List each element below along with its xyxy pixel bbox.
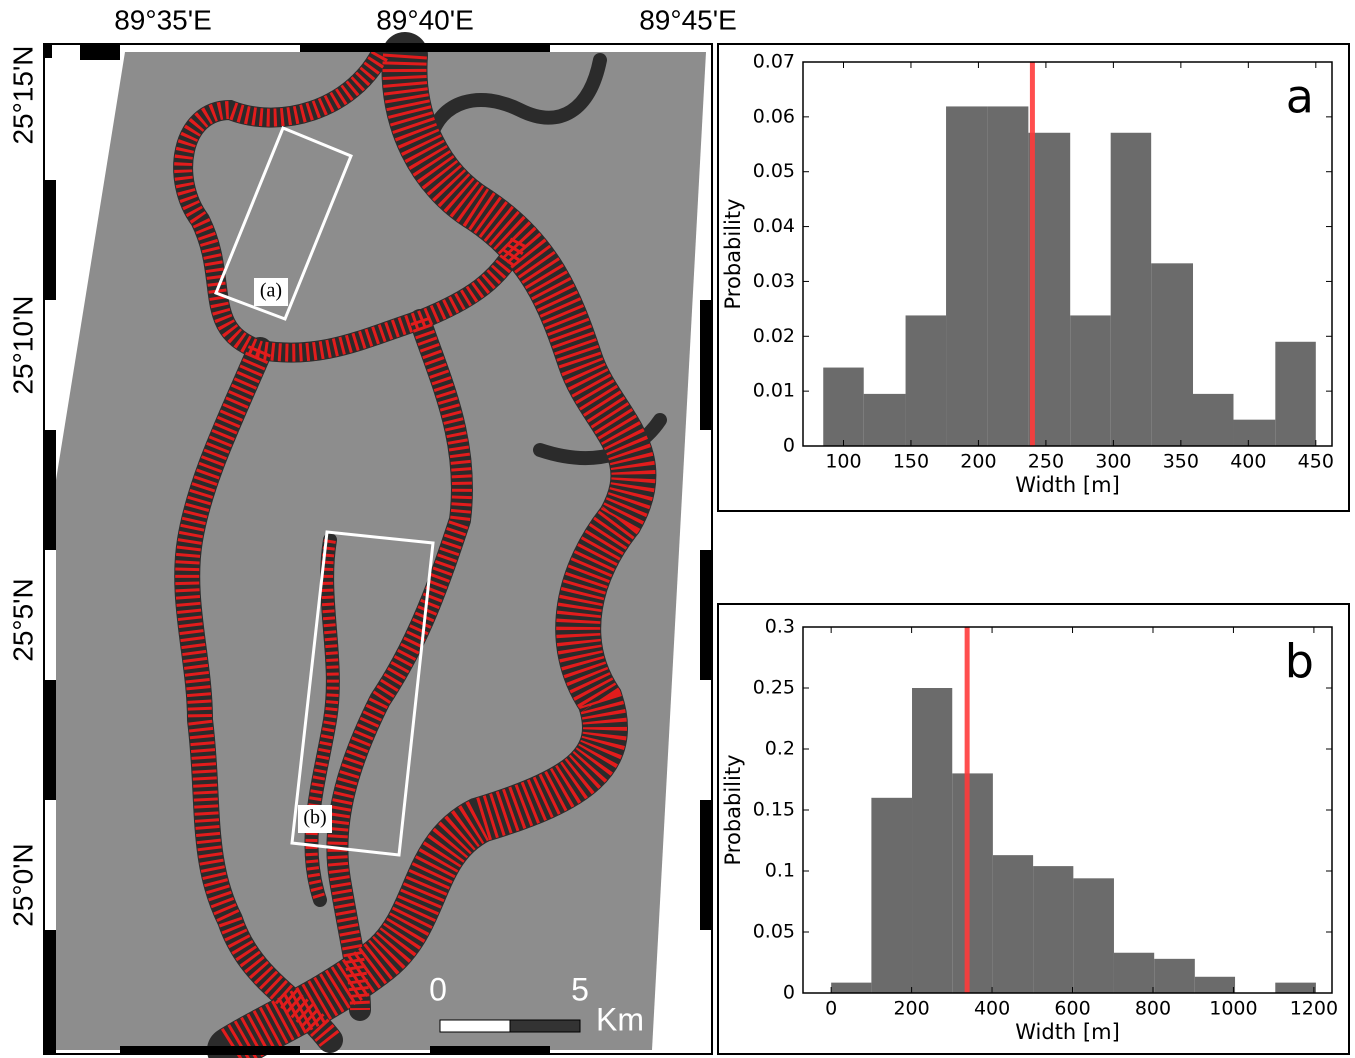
x-tick-label: 450 [1298,451,1334,473]
bar [1110,132,1152,446]
bar [912,688,953,993]
y-tick-label: 0 [783,982,795,1004]
y-tick-label: 0.04 [753,215,795,237]
label-bg [298,805,332,833]
x-tick-label: 800 [1135,998,1171,1020]
y-tick-label: 0 [783,435,795,457]
y-axis-label: Probability [721,754,745,865]
y-axis-label: Probability [721,198,745,309]
bar [831,982,872,993]
x-tick-label: 350 [1163,451,1199,473]
box-label: (a) [260,280,282,302]
lat-label: 25°0'N [7,843,38,926]
x-tick-label: 400 [1230,451,1266,473]
scale-label: 5 [571,971,589,1007]
y-tick-label: 0.06 [753,105,795,127]
label-bg [254,278,288,306]
y-tick-label: 0.3 [765,616,795,638]
x-tick-label: 200 [893,998,929,1020]
y-tick-label: 0.25 [753,677,795,699]
scale-label: 0 [429,971,447,1007]
lat-label: 25°15'N [7,45,38,144]
bar [1070,315,1111,446]
y-tick-label: 0.05 [753,160,795,182]
bar [1194,976,1236,993]
bar [1028,132,1071,446]
bar [871,797,913,993]
y-tick-label: 0.2 [765,738,795,760]
y-tick-label: 0.07 [753,51,795,73]
x-axis-label: Width [m] [1015,1020,1120,1044]
bar [1275,341,1316,446]
y-tick-label: 0.15 [753,799,795,821]
bar [1233,419,1276,446]
x-tick-label: 1000 [1209,998,1257,1020]
x-axis-label: Width [m] [1015,473,1120,497]
frame-border [43,43,713,1055]
x-tick-label: 200 [960,451,996,473]
bar [1275,982,1316,993]
y-tick-label: 0.1 [765,860,795,882]
bar [992,855,1034,993]
bar [905,315,947,446]
x-tick-label: 0 [825,998,837,1020]
scale-bar [509,1019,581,1033]
x-tick-label: 250 [1028,451,1064,473]
study-box [290,530,435,857]
bar [1151,263,1194,446]
x-tick-label: 150 [893,451,929,473]
plot-area [802,61,1333,447]
bar [1154,958,1195,993]
bar [1073,878,1114,993]
x-tick-label: 400 [974,998,1010,1020]
lon-label: 89°45'E [639,4,737,35]
x-tick-label: 1200 [1290,998,1338,1020]
y-tick-label: 0.01 [753,380,795,402]
bar [1113,952,1155,993]
bar [1033,866,1074,993]
map: (a) (b) 0 5 Km 89°35'E 89°40'E 89°45'E 2… [7,4,737,1058]
lat-label: 25°5'N [7,578,38,661]
box-label: (b) [303,807,326,829]
bar [952,773,993,993]
x-tick-label: 600 [1054,998,1090,1020]
y-tick-label: 0.03 [753,270,795,292]
width-transects [174,50,656,1058]
lon-label: 89°40'E [376,4,474,35]
lon-label: 89°35'E [114,4,212,35]
scale-bar [439,1019,511,1033]
lat-label: 25°10'N [7,295,38,394]
bar [946,106,988,446]
bar [987,106,1029,446]
panel-label: b [1285,635,1314,689]
y-tick-label: 0.02 [753,325,795,347]
bar [1193,393,1234,446]
x-tick-label: 100 [825,451,861,473]
study-box [214,126,353,321]
x-tick-label: 300 [1095,451,1131,473]
y-tick-label: 0.05 [753,921,795,943]
bar [823,367,864,446]
scale-label: Km [596,1001,644,1037]
panel-label: a [1286,70,1314,124]
bar [863,393,906,446]
